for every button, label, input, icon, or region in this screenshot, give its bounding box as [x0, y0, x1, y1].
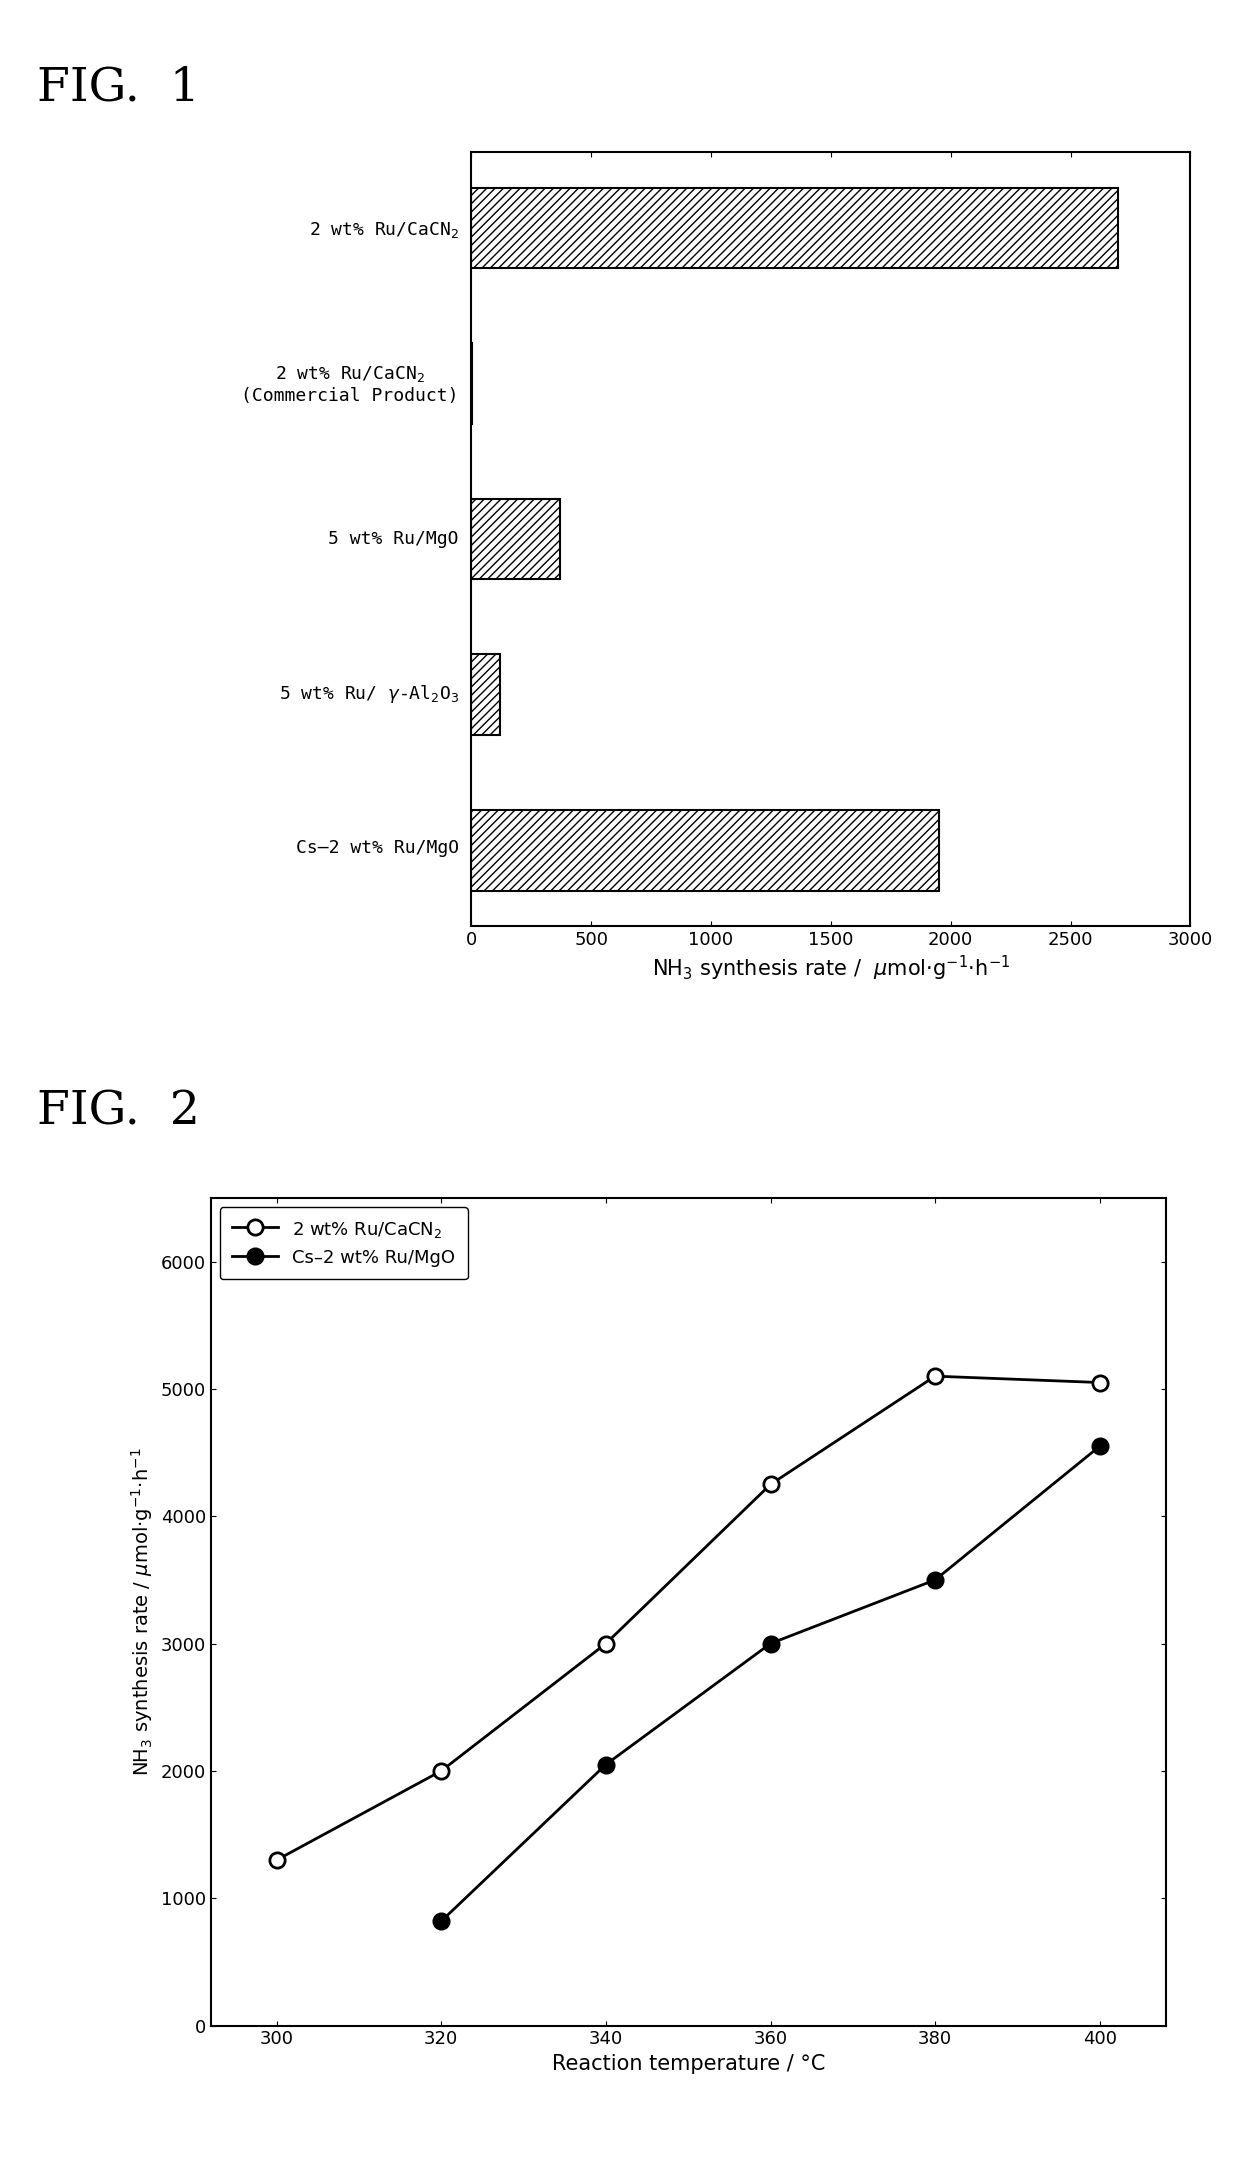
Legend: 2 wt% Ru/CaCN$_2$, Cs–2 wt% Ru/MgO: 2 wt% Ru/CaCN$_2$, Cs–2 wt% Ru/MgO: [219, 1207, 467, 1278]
Bar: [471, 187, 1118, 268]
2 wt% Ru/CaCN$_2$: [269, 1847, 284, 1873]
Text: 2 wt% Ru/CaCN$_2$
(Commercial Product): 2 wt% Ru/CaCN$_2$ (Commercial Product): [242, 364, 459, 405]
Cs–2 wt% Ru/MgO: [434, 1908, 449, 1934]
Text: FIG.  2: FIG. 2: [37, 1089, 200, 1135]
Line: 2 wt% Ru/CaCN$_2$: 2 wt% Ru/CaCN$_2$: [269, 1368, 1107, 1869]
2 wt% Ru/CaCN$_2$: [599, 1631, 614, 1657]
2 wt% Ru/CaCN$_2$: [434, 1758, 449, 1784]
X-axis label: NH$_3$ synthesis rate /  $\mu$mol·g$^{-1}$·h$^{-1}$: NH$_3$ synthesis rate / $\mu$mol·g$^{-1}…: [652, 954, 1009, 982]
Text: 2 wt% Ru/CaCN$_2$: 2 wt% Ru/CaCN$_2$: [309, 220, 459, 240]
Text: FIG.  1: FIG. 1: [37, 65, 200, 111]
2 wt% Ru/CaCN$_2$: [763, 1472, 777, 1498]
Line: Cs–2 wt% Ru/MgO: Cs–2 wt% Ru/MgO: [434, 1437, 1107, 1930]
Text: 5 wt% Ru/MgO: 5 wt% Ru/MgO: [329, 529, 459, 549]
Text: Cs–2 wt% Ru/MgO: Cs–2 wt% Ru/MgO: [295, 839, 459, 858]
Bar: [471, 653, 500, 734]
2 wt% Ru/CaCN$_2$: [928, 1363, 942, 1390]
Cs–2 wt% Ru/MgO: [599, 1751, 614, 1777]
Bar: [471, 810, 939, 891]
Bar: [471, 499, 560, 579]
Cs–2 wt% Ru/MgO: [928, 1566, 942, 1592]
Y-axis label: NH$_3$ synthesis rate / $\mu$mol·g$^{-1}$·h$^{-1}$: NH$_3$ synthesis rate / $\mu$mol·g$^{-1}…: [129, 1448, 155, 1775]
2 wt% Ru/CaCN$_2$: [1092, 1370, 1107, 1396]
X-axis label: Reaction temperature / °C: Reaction temperature / °C: [552, 2054, 825, 2073]
Cs–2 wt% Ru/MgO: [763, 1631, 777, 1657]
Text: 5 wt% Ru/ $\gamma$-Al$_2$O$_3$: 5 wt% Ru/ $\gamma$-Al$_2$O$_3$: [279, 682, 459, 706]
Cs–2 wt% Ru/MgO: [1092, 1433, 1107, 1459]
